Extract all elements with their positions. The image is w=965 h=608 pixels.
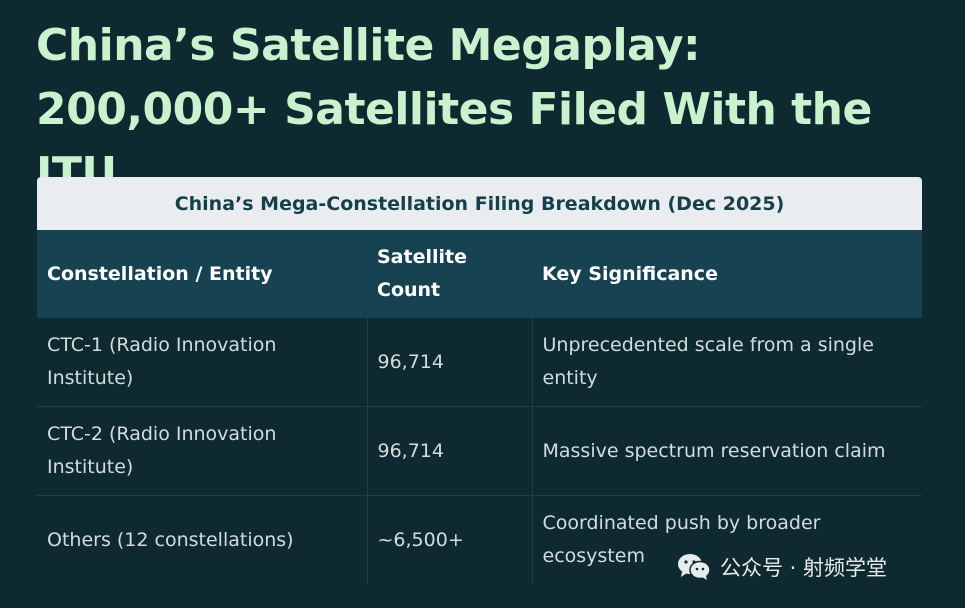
- column-header-entity: Constellation / Entity: [37, 230, 367, 318]
- cell-count: ~6,500+: [367, 495, 533, 584]
- table-row: CTC-1 (Radio Innovation Institute) 96,71…: [37, 318, 922, 407]
- cell-entity: CTC-1 (Radio Innovation Institute): [37, 318, 368, 407]
- cell-entity: Others (12 constellations): [37, 495, 368, 584]
- column-header-significance: Key Significance: [532, 230, 922, 318]
- cell-count: 96,714: [367, 318, 533, 407]
- watermark: 公众号 · 射频学堂: [676, 552, 887, 582]
- cell-count: 96,714: [367, 406, 533, 496]
- page-title: China’s Satellite Megaplay: 200,000+ Sat…: [36, 20, 872, 199]
- wechat-icon: [678, 554, 711, 580]
- table-row: CTC-2 (Radio Innovation Institute) 96,71…: [37, 406, 922, 496]
- data-table: Constellation / Entity Satellite Count K…: [37, 230, 922, 584]
- cell-significance: Massive spectrum reservation claim: [532, 406, 922, 496]
- column-header-count: Satellite Count: [367, 230, 532, 318]
- table-row: Others (12 constellations) ~6,500+ Coord…: [37, 495, 922, 584]
- cell-significance: Coordinated push by broader ecosystem: [532, 495, 922, 584]
- cell-significance: Unprecedented scale from a single entity: [532, 318, 922, 407]
- table-caption: China’s Mega-Constellation Filing Breakd…: [37, 177, 922, 230]
- cell-entity: CTC-2 (Radio Innovation Institute): [37, 406, 368, 496]
- watermark-text: 公众号 · 射频学堂: [720, 556, 888, 580]
- filing-breakdown-table: China’s Mega-Constellation Filing Breakd…: [37, 177, 922, 608]
- table-header-row: Constellation / Entity Satellite Count K…: [37, 230, 922, 318]
